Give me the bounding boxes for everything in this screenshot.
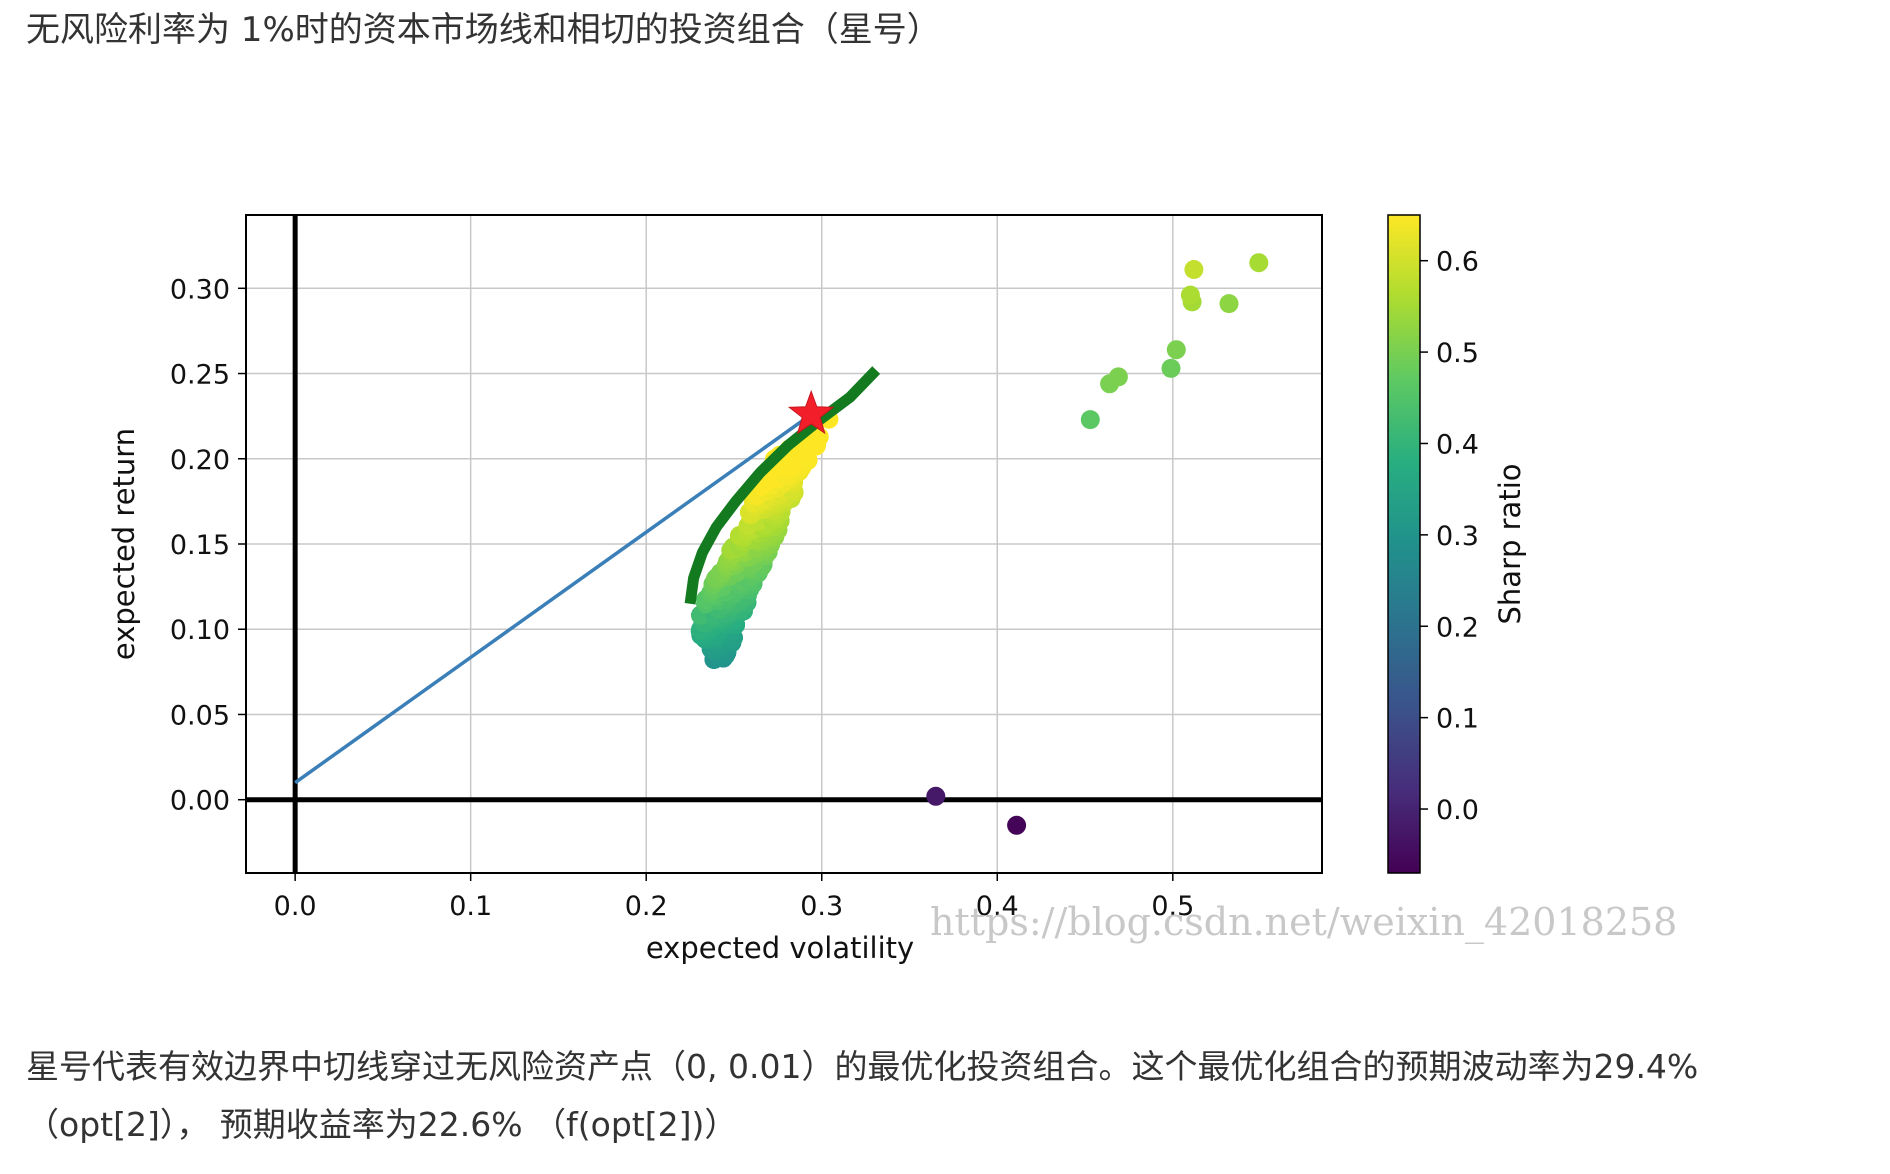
portfolio-point xyxy=(1007,815,1027,835)
y-tick-label: 0.00 xyxy=(170,786,230,817)
colorbar-tick-label: 0.4 xyxy=(1436,429,1479,460)
x-axis-title: expected volatility xyxy=(646,931,914,965)
watermark: https://blog.csdn.net/weixin_42018258 xyxy=(930,900,1677,945)
colorbar-tick-label: 0.2 xyxy=(1436,612,1479,643)
x-tick-label: 0.5 xyxy=(1151,891,1194,922)
portfolio-point xyxy=(1219,294,1239,314)
portfolio-point xyxy=(1161,358,1181,378)
scatter-chart: 0.0 0.1 0.2 0.3 0.4 0.5 0.000.050.100.150.200… xyxy=(107,214,1677,965)
colorbar-tick-label: 0.5 xyxy=(1436,338,1479,369)
y-axis-title: expected return xyxy=(107,428,141,660)
x-tick-label: 0.2 xyxy=(625,891,668,922)
x-ticks: 0.0 0.1 0.2 0.3 0.4 0.5 xyxy=(274,873,1194,922)
capital-market-line xyxy=(294,413,813,785)
x-tick-label: 0.4 xyxy=(976,891,1019,922)
portfolio-point xyxy=(1108,367,1128,387)
grid-lines xyxy=(246,215,1322,873)
y-tick-label: 0.20 xyxy=(170,445,230,476)
portfolio-point xyxy=(1180,285,1200,305)
frontier-and-cml xyxy=(294,366,881,785)
efficient-frontier xyxy=(684,366,881,605)
chart-caption: 星号代表有效边界中切线穿过无风险资产点（0, 0.01）的最优化投资组合。这个最… xyxy=(26,1047,1699,1144)
tangent-star xyxy=(787,389,835,435)
y-tick-label: 0.10 xyxy=(170,615,230,646)
colorbar-ticks: 0.0 0.1 0.2 0.3 0.4 0.5 0.6 xyxy=(1420,247,1479,826)
x-tick-label: 0.0 xyxy=(274,891,317,922)
x-tick-label: 0.1 xyxy=(449,891,492,922)
colorbar-tick-label: 0.3 xyxy=(1436,521,1479,552)
portfolio-point xyxy=(926,786,946,806)
page-heading: 无风险利率为 1%时的资本市场线和相切的投资组合（星号） xyxy=(26,10,941,50)
portfolio-point xyxy=(1184,260,1204,279)
portfolio-point xyxy=(1080,410,1100,430)
colorbar-tick-label: 0.6 xyxy=(1436,247,1479,278)
y-ticks: 0.00 0.05 0.10 0.15 0.20 0.25 0.30 xyxy=(170,274,246,817)
portfolio-point xyxy=(1249,253,1269,273)
colorbar-label: Sharp ratio xyxy=(1493,464,1527,625)
colorbar-tick-label: 0.0 xyxy=(1436,795,1479,826)
portfolio-points xyxy=(690,253,1269,835)
zero-axes xyxy=(246,215,1322,873)
portfolio-point xyxy=(1166,340,1186,360)
tangent-portfolio-star xyxy=(787,389,835,435)
colorbar xyxy=(1387,214,1421,874)
y-tick-label: 0.30 xyxy=(170,274,230,305)
y-tick-label: 0.25 xyxy=(170,360,230,391)
y-tick-label: 0.05 xyxy=(170,700,230,731)
colorbar-tick-label: 0.1 xyxy=(1436,704,1479,735)
x-tick-label: 0.3 xyxy=(800,891,843,922)
y-tick-label: 0.15 xyxy=(170,530,230,561)
